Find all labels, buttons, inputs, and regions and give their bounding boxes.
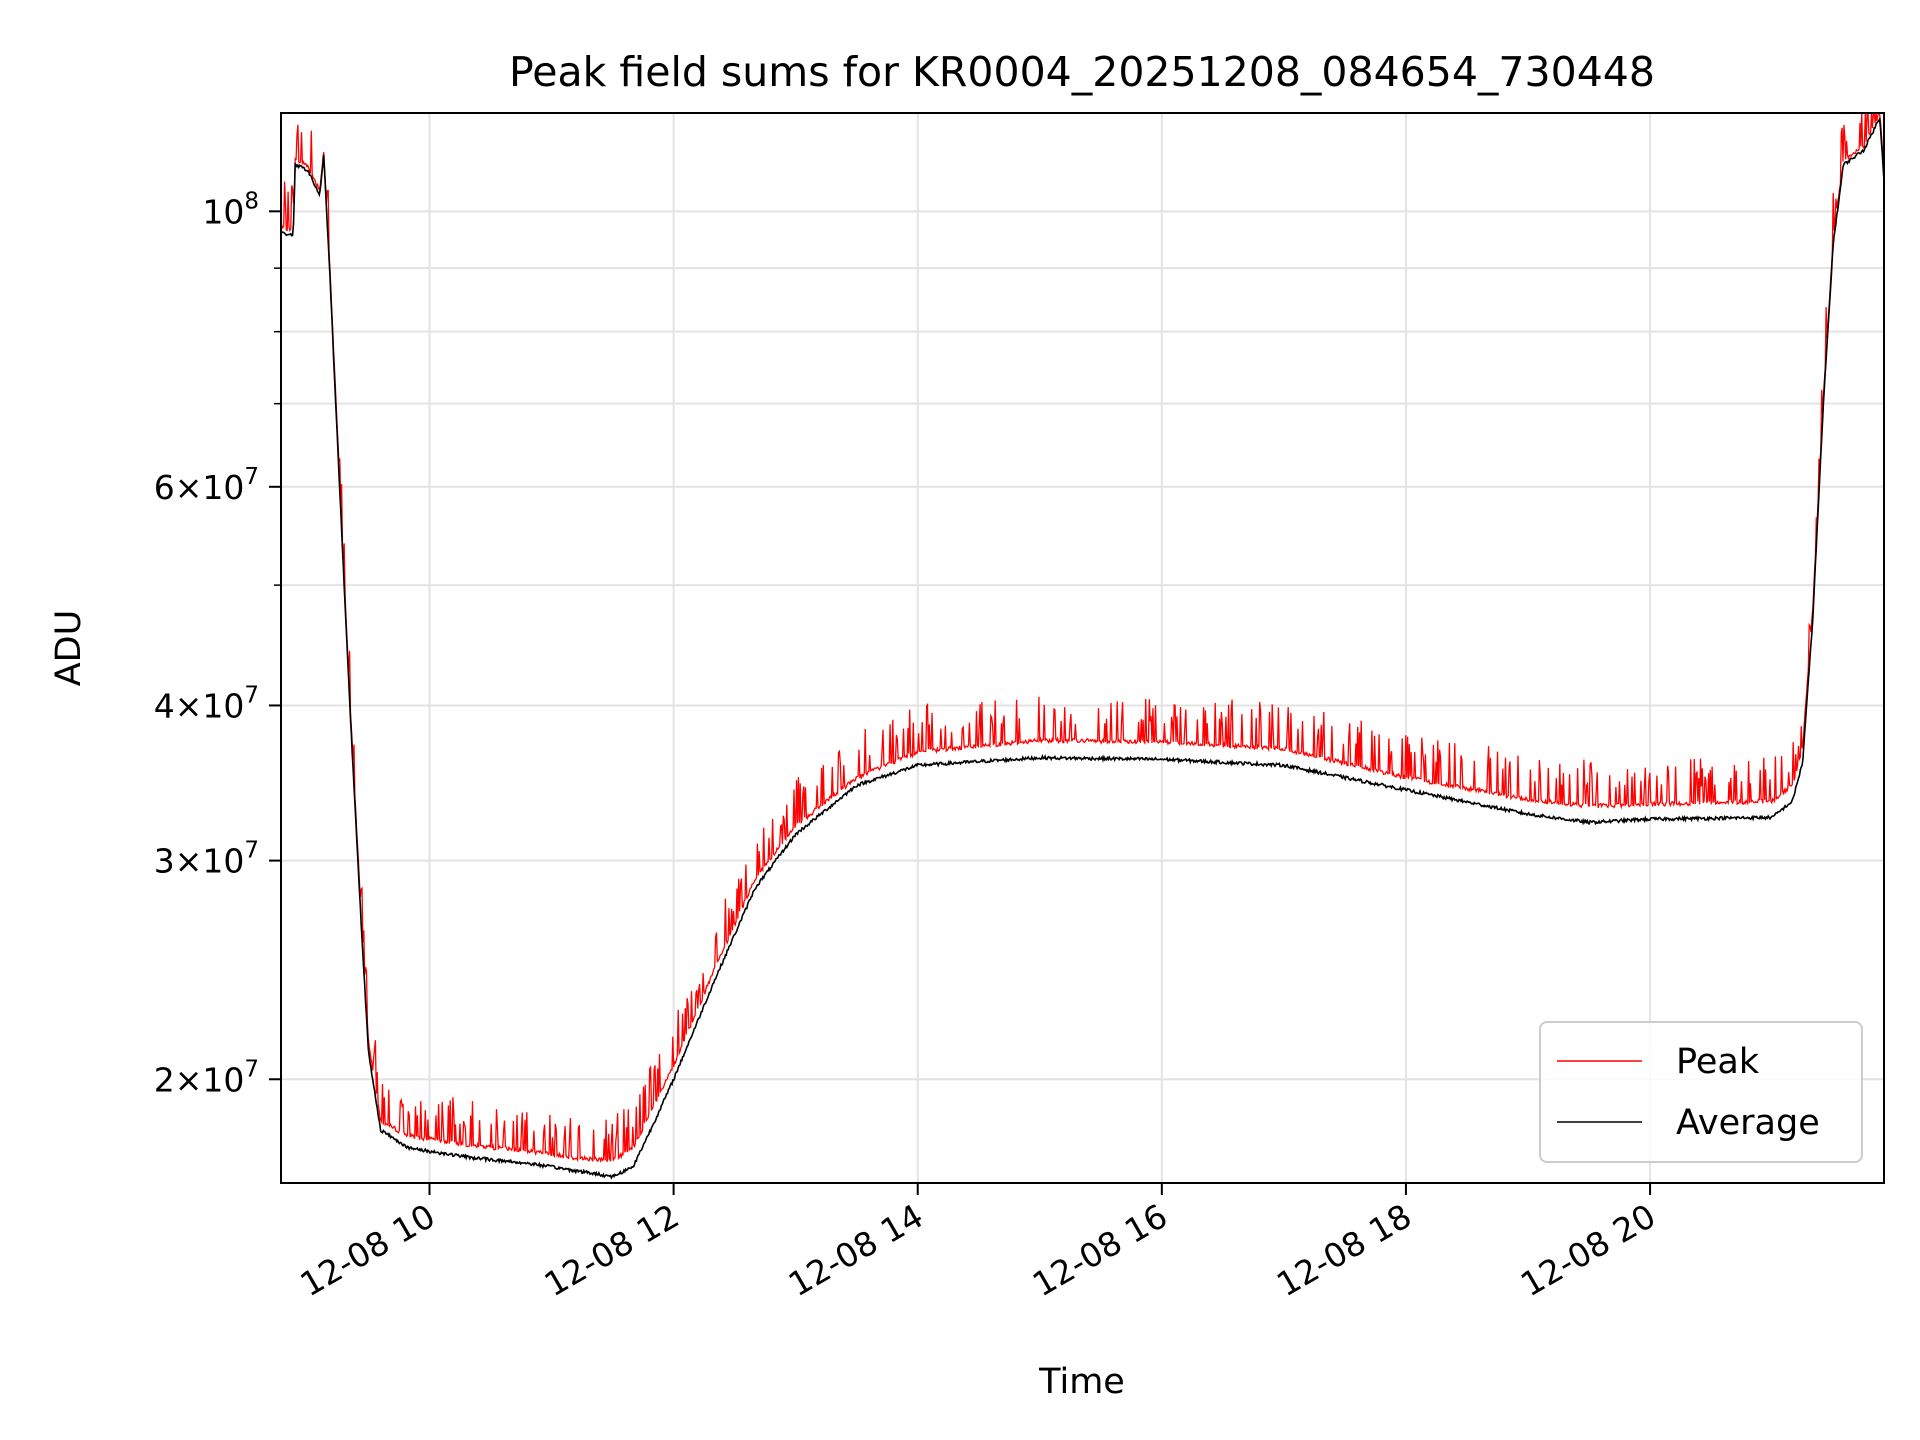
y-tick-label: 3×107 (154, 838, 259, 881)
legend-label-peak: Peak (1676, 1042, 1760, 1082)
plot-frame (280, 112, 1885, 1184)
legend: Peak Average (1539, 1021, 1863, 1163)
y-tick-label: 4×107 (154, 682, 259, 725)
legend-label-average: Average (1676, 1103, 1820, 1143)
y-axis-title: ADU (49, 610, 89, 687)
y-tick-label: 2×107 (154, 1056, 259, 1099)
legend-box (1539, 1021, 1863, 1163)
chart-title: Peak field sums for KR0004_20251208_0846… (509, 48, 1655, 96)
series-line-peak (280, 112, 1885, 1163)
y-axis: 2×107 3×107 4×107 6×107 108 (154, 188, 281, 1099)
y-tick-label: 108 (202, 188, 259, 231)
y-tick-label: 6×107 (154, 464, 259, 507)
x-axis-title: Time (1038, 1362, 1125, 1402)
series-layer (280, 112, 1885, 1180)
series-line-average (280, 116, 1885, 1180)
